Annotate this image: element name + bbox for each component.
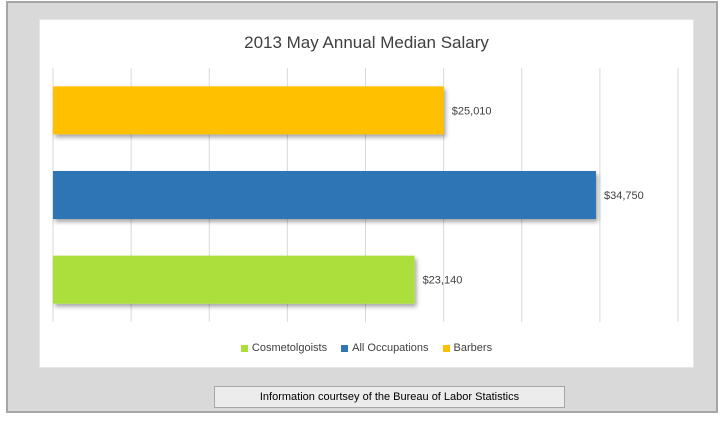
- source-caption: Information courtsey of the Bureau of La…: [214, 386, 565, 408]
- legend-label-cosmetologists: Cosmetolgoists: [251, 342, 328, 354]
- legend-label-all-occupations: All Occupations: [352, 342, 429, 354]
- legend-item-all-occupations: All Occupations: [341, 342, 429, 354]
- bar-all-occupations: [53, 171, 596, 219]
- bar-cosmetolgoists: [53, 255, 415, 304]
- data-label-barbers: $25,010: [452, 105, 492, 117]
- bar-barbers: [53, 86, 444, 135]
- legend-swatch-cosmetologists: [240, 344, 248, 352]
- data-label-cosmetolgoists: $23,140: [423, 275, 463, 287]
- legend-label-barbers: Barbers: [453, 342, 493, 354]
- legend-item-cosmetologists: Cosmetolgoists: [240, 342, 328, 354]
- chart-title: 2013 May Annual Median Salary: [244, 33, 489, 52]
- data-label-all-occupations: $34,750: [604, 190, 644, 202]
- legend-swatch-barbers: [442, 344, 450, 352]
- legend-item-barbers: Barbers: [442, 342, 493, 354]
- legend-swatch-all-occupations: [341, 344, 349, 352]
- chart-legend: Cosmetolgoists All Occupations Barbers: [39, 342, 694, 354]
